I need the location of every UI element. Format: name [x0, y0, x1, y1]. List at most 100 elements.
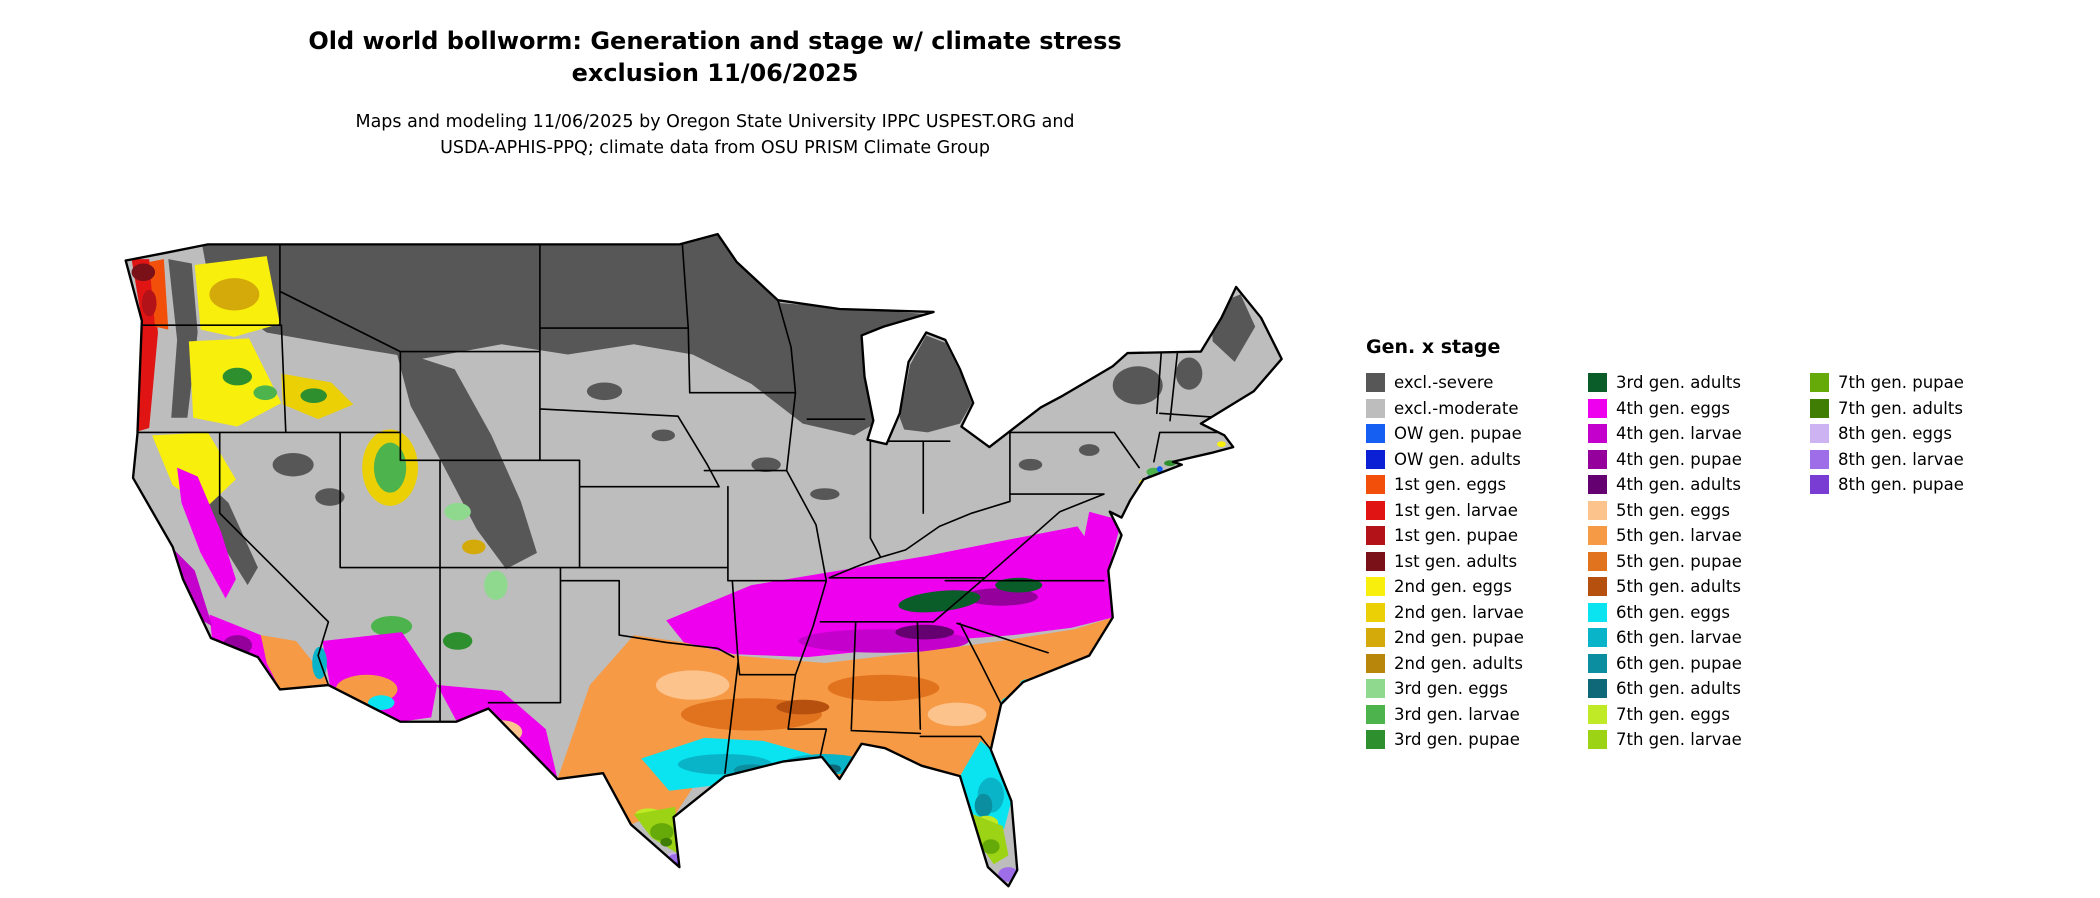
legend-column: 7th gen. pupae 7th gen. adults 8th gen. eg…	[1810, 370, 2006, 498]
legend-item: 7th gen. larvae	[1588, 727, 1784, 753]
region-group-exclusion-severe	[168, 234, 1256, 586]
legend-item: 3rd gen. adults	[1588, 370, 1784, 396]
region-group-gen1-pupae	[141, 289, 157, 317]
legend-swatch	[1366, 602, 1385, 622]
legend-item-label: 1st gen. adults	[1394, 551, 1518, 571]
legend-item-label: 4th gen. adults	[1616, 475, 1741, 495]
legend-swatch	[1366, 628, 1385, 648]
legend-item-label: 1st gen. eggs	[1394, 475, 1507, 495]
legend-swatch	[1366, 500, 1385, 520]
us-generation-stage-map	[124, 232, 1283, 888]
map-regions	[131, 234, 1256, 887]
legend-item-label: 3rd gen. pupae	[1394, 730, 1520, 750]
legend-swatch	[1366, 653, 1385, 673]
legend-item: excl.-moderate	[1366, 396, 1562, 422]
legend-item: 7th gen. pupae	[1810, 370, 2006, 396]
region-group-gen8-larvae	[667, 853, 1019, 882]
legend-item-label: 7th gen. adults	[1838, 398, 1963, 418]
legend-item: 5th gen. larvae	[1588, 523, 1784, 549]
legend-item-label: OW gen. pupae	[1394, 424, 1522, 444]
legend-swatch	[1588, 577, 1607, 597]
legend-item-label: 4th gen. pupae	[1616, 449, 1742, 469]
legend-item: OW gen. adults	[1366, 447, 1562, 473]
legend-item-label: 8th gen. larvae	[1838, 449, 1964, 469]
legend-item-label: 4th gen. larvae	[1616, 424, 1742, 444]
legend-item-label: 1st gen. larvae	[1394, 500, 1518, 520]
legend-item-label: 3rd gen. eggs	[1394, 679, 1508, 699]
legend-item: 6th gen. larvae	[1588, 625, 1784, 651]
region-group-gen5-adults	[776, 699, 830, 715]
legend-swatch	[1366, 373, 1385, 393]
legend-item: 1st gen. pupae	[1366, 523, 1562, 549]
legend-swatch	[1588, 628, 1607, 648]
legend-swatch	[1366, 679, 1385, 699]
region-group-gen3-eggs	[444, 502, 508, 600]
legend-swatch	[1810, 449, 1829, 469]
region-group-gen2-pupae	[209, 278, 486, 555]
legend-item: 4th gen. eggs	[1588, 396, 1784, 422]
legend-item-label: 1st gen. pupae	[1394, 526, 1519, 546]
legend-swatch	[1588, 424, 1607, 444]
legend-swatch	[1588, 653, 1607, 673]
legend-swatch	[1588, 526, 1607, 546]
legend-item: 5th gen. pupae	[1588, 549, 1784, 575]
legend-title: Gen. x stage	[1366, 336, 1501, 358]
legend-item-label: 3rd gen. larvae	[1394, 704, 1520, 724]
legend-swatch	[1588, 730, 1607, 750]
legend-item: 1st gen. larvae	[1366, 498, 1562, 524]
legend-item: 8th gen. larvae	[1810, 447, 2006, 473]
legend-item: 2nd gen. eggs	[1366, 574, 1562, 600]
legend-item: 3rd gen. pupae	[1366, 727, 1562, 753]
legend-item-label: 5th gen. eggs	[1616, 500, 1730, 520]
legend-swatch	[1588, 500, 1607, 520]
legend-item-label: 8th gen. eggs	[1838, 424, 1952, 444]
legend-swatch	[1588, 679, 1607, 699]
region-group-gen7-eggs	[635, 808, 999, 831]
legend-item: 5th gen. eggs	[1588, 498, 1784, 524]
legend-item: 5th gen. adults	[1588, 574, 1784, 600]
legend-item: 3rd gen. larvae	[1366, 702, 1562, 728]
legend-item: OW gen. pupae	[1366, 421, 1562, 447]
legend-item-label: 7th gen. pupae	[1838, 373, 1964, 393]
legend-item: 3rd gen. eggs	[1366, 676, 1562, 702]
legend-item-label: 2nd gen. larvae	[1394, 602, 1524, 622]
legend-item-label: 2nd gen. adults	[1394, 653, 1523, 673]
legend-column: excl.-severe excl.-moderate OW gen. pupae O…	[1366, 370, 1562, 753]
legend-swatch	[1810, 398, 1829, 418]
legend-item: 2nd gen. pupae	[1366, 625, 1562, 651]
legend-item: 4th gen. larvae	[1588, 421, 1784, 447]
legend-swatch	[1366, 449, 1385, 469]
region-group-gen4-adults	[895, 624, 955, 640]
legend-item: 4th gen. adults	[1588, 472, 1784, 498]
legend-swatch	[1810, 424, 1829, 444]
legend-swatch	[1588, 475, 1607, 495]
legend-item-label: 2nd gen. pupae	[1394, 628, 1524, 648]
legend-item: 6th gen. pupae	[1588, 651, 1784, 677]
page-title: Old world bollworm: Generation and stage…	[85, 26, 1345, 89]
legend-swatch	[1366, 398, 1385, 418]
subtitle-line-1: Maps and modeling 11/06/2025 by Oregon S…	[355, 112, 1075, 133]
legend-item: excl.-severe	[1366, 370, 1562, 396]
map-figure	[105, 215, 1295, 898]
legend-swatch	[1366, 730, 1385, 750]
title-line-1: Old world bollworm: Generation and stage…	[308, 27, 1122, 55]
legend-swatch	[1588, 449, 1607, 469]
legend-item-label: 6th gen. eggs	[1616, 602, 1730, 622]
state-borders	[136, 243, 1223, 774]
legend-item-label: 7th gen. eggs	[1616, 704, 1730, 724]
legend-columns: excl.-severe excl.-moderate OW gen. pupae O…	[1366, 370, 2076, 753]
legend-swatch	[1366, 577, 1385, 597]
legend-swatch	[1366, 526, 1385, 546]
legend-swatch	[1810, 475, 1829, 495]
legend-swatch	[1588, 551, 1607, 571]
legend-item-label: 4th gen. eggs	[1616, 398, 1730, 418]
legend-item: 1st gen. eggs	[1366, 472, 1562, 498]
legend-item: 7th gen. adults	[1810, 396, 2006, 422]
page-subtitle: Maps and modeling 11/06/2025 by Oregon S…	[85, 110, 1345, 161]
legend-swatch	[1588, 704, 1607, 724]
legend-item: 8th gen. eggs	[1810, 421, 2006, 447]
region-group-gen7-pupae	[650, 823, 1000, 854]
legend-item: 6th gen. eggs	[1588, 600, 1784, 626]
legend-item-label: excl.-moderate	[1394, 398, 1519, 418]
legend-swatch	[1366, 424, 1385, 444]
